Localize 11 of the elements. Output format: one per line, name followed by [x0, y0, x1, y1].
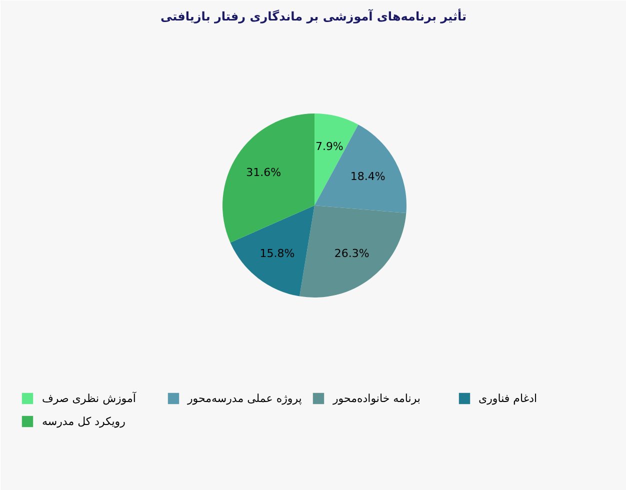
- data-label: 26.3%: [334, 246, 370, 260]
- chart-title: تأثیر برنامه‌های آموزشی بر ماندگاری رفتار بازیافتی: [160, 8, 467, 24]
- data-label: 15.8%: [260, 246, 295, 260]
- data-label: 31.6%: [246, 166, 282, 179]
- legend-label: پروژه عملی مدرسه‌محور: [188, 391, 302, 405]
- data-label: 7.9%: [315, 140, 344, 154]
- legend-label: رویکرد کل مدرسه: [42, 414, 126, 428]
- data-label: 18.4%: [350, 170, 386, 184]
- legend-label: برنامه خانواده‌محور: [333, 391, 420, 405]
- legend-label: ادغام فناوری: [478, 391, 538, 405]
- legend-label: آموزش نظری صرف: [42, 391, 136, 405]
